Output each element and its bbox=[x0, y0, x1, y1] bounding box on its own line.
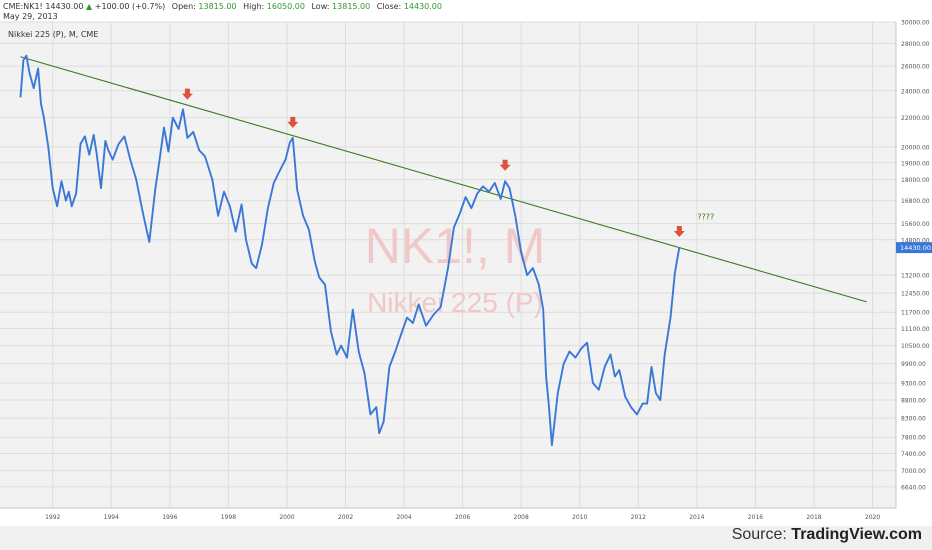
y-tick-label: 20000.00 bbox=[901, 144, 930, 151]
x-tick-label: 1992 bbox=[45, 514, 60, 521]
y-tick-label: 7400.00 bbox=[901, 451, 926, 458]
x-tick-label: 2002 bbox=[338, 514, 353, 521]
source-footer: Source: TradingView.com bbox=[732, 526, 922, 544]
down-arrow-icon bbox=[181, 88, 193, 100]
price-series-line[interactable] bbox=[19, 54, 681, 447]
x-tick-label: 1998 bbox=[221, 514, 236, 521]
grid-lines bbox=[0, 21, 896, 508]
y-tick-label: 11100.00 bbox=[901, 326, 930, 333]
y-tick-label: 19000.00 bbox=[901, 160, 930, 167]
y-tick-label: 8800.00 bbox=[901, 398, 926, 405]
x-axis-panel[interactable] bbox=[0, 508, 932, 526]
open-value: 13815.00 bbox=[198, 2, 237, 11]
x-tick-label: 2012 bbox=[631, 514, 646, 521]
y-tick-label: 24000.00 bbox=[901, 88, 930, 95]
y-tick-label: 10500.00 bbox=[901, 343, 930, 350]
x-tick-label: 2010 bbox=[572, 514, 587, 521]
x-tick-label: 2014 bbox=[689, 514, 704, 521]
last-price: 14430.00 bbox=[45, 2, 84, 11]
y-axis-panel[interactable] bbox=[896, 22, 932, 508]
x-tick-label: 2006 bbox=[455, 514, 470, 521]
open-label: Open: bbox=[171, 2, 196, 11]
y-tick-label: 26000.00 bbox=[901, 64, 930, 71]
x-tick-label: 2000 bbox=[279, 514, 294, 521]
y-tick-label: 8300.00 bbox=[901, 416, 926, 423]
resistance-arrows bbox=[181, 88, 685, 237]
low-value: 13815.00 bbox=[332, 2, 371, 11]
y-axis-ticks: 30000.00 28000.00 26000.00 24000.00 22000.00… bbox=[901, 20, 930, 492]
y-tick-label: 7800.00 bbox=[901, 435, 926, 442]
question-annotation: ???? bbox=[697, 213, 714, 222]
source-label: Source: bbox=[731, 526, 787, 543]
down-arrow-icon bbox=[673, 225, 685, 237]
last-price-tag-bg bbox=[896, 242, 932, 254]
y-tick-label: 22000.00 bbox=[901, 115, 930, 122]
quote-line: CME:NK1! 14430.00 ▲ +100.00 (+0.7%) Open… bbox=[3, 2, 442, 11]
high-label: High: bbox=[243, 2, 265, 11]
up-arrow-icon: ▲ bbox=[86, 2, 93, 11]
price-change: +100.00 (+0.7%) bbox=[94, 2, 166, 11]
trendline[interactable] bbox=[20, 56, 867, 303]
last-price-tag-text: 14430.00 bbox=[900, 244, 931, 252]
x-tick-label: 2016 bbox=[748, 514, 763, 521]
close-value: 14430.00 bbox=[403, 2, 442, 11]
high-value: 16050.00 bbox=[266, 2, 305, 11]
x-tick-label: 2004 bbox=[396, 514, 411, 521]
last-price-tag: 14430.00 bbox=[896, 242, 932, 254]
y-tick-label: 13200.00 bbox=[901, 273, 930, 280]
y-tick-label: 14800.00 bbox=[901, 237, 930, 244]
y-tick-label: 16800.00 bbox=[901, 198, 930, 205]
y-tick-label: 7000.00 bbox=[901, 468, 926, 475]
x-tick-label: 2008 bbox=[514, 514, 529, 521]
x-tick-label: 1994 bbox=[104, 514, 119, 521]
y-tick-label: 9300.00 bbox=[901, 381, 926, 388]
y-tick-label: 28000.00 bbox=[901, 41, 930, 48]
symbol-label[interactable]: CME:NK1! bbox=[3, 2, 43, 11]
y-tick-label: 12450.00 bbox=[901, 291, 930, 298]
x-tick-label: 2018 bbox=[806, 514, 821, 521]
source-name[interactable]: TradingView.com bbox=[791, 526, 922, 543]
y-tick-label: 11700.00 bbox=[901, 310, 930, 317]
x-tick-label: 2020 bbox=[865, 514, 880, 521]
y-tick-label: 6640.00 bbox=[901, 484, 926, 491]
down-arrow-icon bbox=[499, 159, 511, 171]
date-label: May 29, 2013 bbox=[3, 12, 58, 21]
low-label: Low: bbox=[311, 2, 330, 11]
y-tick-label: 15600.00 bbox=[901, 221, 930, 228]
y-tick-label: 18000.00 bbox=[901, 177, 930, 184]
chart-title: Nikkei 225 (P), M, CME bbox=[8, 30, 98, 39]
y-tick-label: 30000.00 bbox=[901, 20, 930, 27]
chart-header: CME:NK1! 14430.00 ▲ +100.00 (+0.7%) Open… bbox=[0, 0, 932, 22]
close-label: Close: bbox=[376, 2, 402, 11]
watermark-name: Nikkei 225 (P) bbox=[367, 287, 543, 318]
down-arrow-icon bbox=[287, 116, 299, 128]
x-axis-ticks: 1992 1994 1996 1998 2000 2002 2004 2006 2008 2010… bbox=[45, 514, 880, 521]
x-tick-label: 1996 bbox=[162, 514, 177, 521]
y-tick-label: 9900.00 bbox=[901, 361, 926, 368]
